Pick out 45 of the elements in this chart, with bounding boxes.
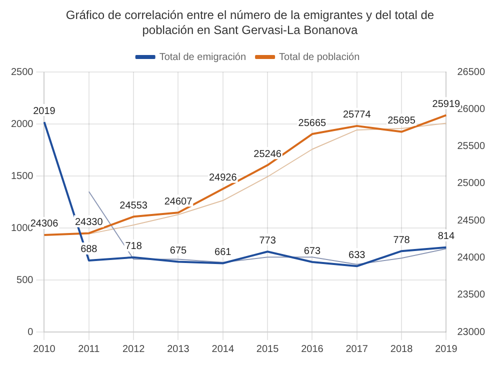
x-tick-label: 2014 [212,344,234,355]
data-label: 814 [438,231,455,242]
x-tick-label: 2017 [346,344,368,355]
x-tick-label: 2010 [33,344,56,355]
data-label: 688 [80,244,98,256]
data-label: 24607 [164,196,193,208]
data-label: 24926 [208,172,238,184]
data-label: 24330 [75,216,104,228]
data-label: 675 [170,246,188,257]
data-label: 25774 [342,110,372,121]
data-label: 778 [393,234,410,246]
chart-title: Gráfico de correlación entre el número de la emigrantes y del total de población en Sant Gervasi-La Bonanova [64,8,436,38]
x-tick-label: 2015 [256,344,280,355]
data-label: 25919 [432,98,461,110]
data-label: 773 [259,235,276,246]
y-tick-label: 500 [16,274,34,286]
data-label: 633 [348,250,366,261]
data-label: 25665 [298,118,327,129]
x-tick-label: 2013 [167,344,190,355]
y-tick-label: 1500 [10,170,34,182]
data-label: 661 [214,247,232,258]
x-tick-label: 2016 [301,344,324,355]
data-label: 2019 [33,106,56,117]
data-label: 24553 [120,200,148,212]
y2-tick-label: 24000 [457,252,486,264]
y-tick-label: 0 [28,326,34,338]
y2-tick-label: 25500 [457,141,486,152]
x-tick-label: 2012 [122,344,146,355]
y2-tick-label: 25000 [457,178,486,190]
x-tick-label: 2011 [78,344,100,355]
y2-tick-label: 24500 [457,215,486,226]
y2-tick-label: 23500 [457,290,486,301]
y2-tick-label: 26500 [457,66,486,78]
y-tick-label: 2500 [10,66,34,78]
data-label: 24306 [30,218,59,230]
data-label: 673 [304,246,321,257]
data-label: 25246 [254,148,282,160]
y-tick-label: 2000 [10,118,34,130]
legend-label: Total de población [279,52,360,63]
legend-label: Total de emigración [159,52,246,63]
x-tick-label: 2019 [435,344,458,355]
data-label: 25695 [388,116,416,127]
data-label: 718 [125,241,142,252]
y2-tick-label: 23000 [457,326,486,338]
x-tick-label: 2018 [390,344,414,355]
